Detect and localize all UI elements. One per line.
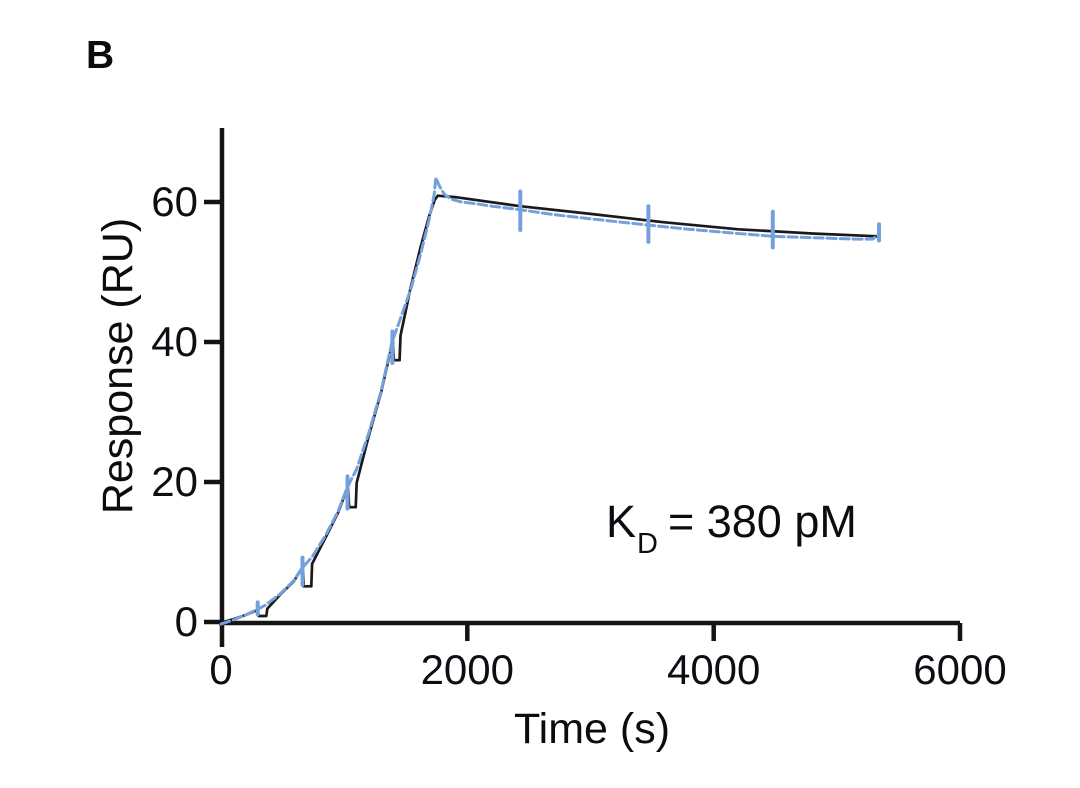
measured-curve bbox=[219, 176, 881, 626]
x-tick-label: 6000 bbox=[913, 646, 1007, 693]
fit-curve bbox=[219, 194, 879, 625]
x-axis-title: Time (s) bbox=[513, 705, 671, 753]
kd-subscript: D bbox=[637, 528, 658, 560]
kd-symbol: K bbox=[606, 496, 637, 547]
x-tick-label: 0 bbox=[209, 646, 233, 693]
y-tick-label: 60 bbox=[151, 178, 198, 225]
x-tick-label: 2000 bbox=[420, 646, 515, 693]
kd-value: = 380 pM bbox=[667, 496, 857, 547]
y-tick-label: 0 bbox=[174, 598, 198, 645]
panel-label: B bbox=[86, 34, 116, 77]
kd-annotation: KD = 380 pM bbox=[606, 496, 857, 559]
y-tick-label: 40 bbox=[151, 318, 198, 365]
y-tick-label: 20 bbox=[151, 458, 198, 505]
x-tick-label: 4000 bbox=[666, 646, 761, 693]
